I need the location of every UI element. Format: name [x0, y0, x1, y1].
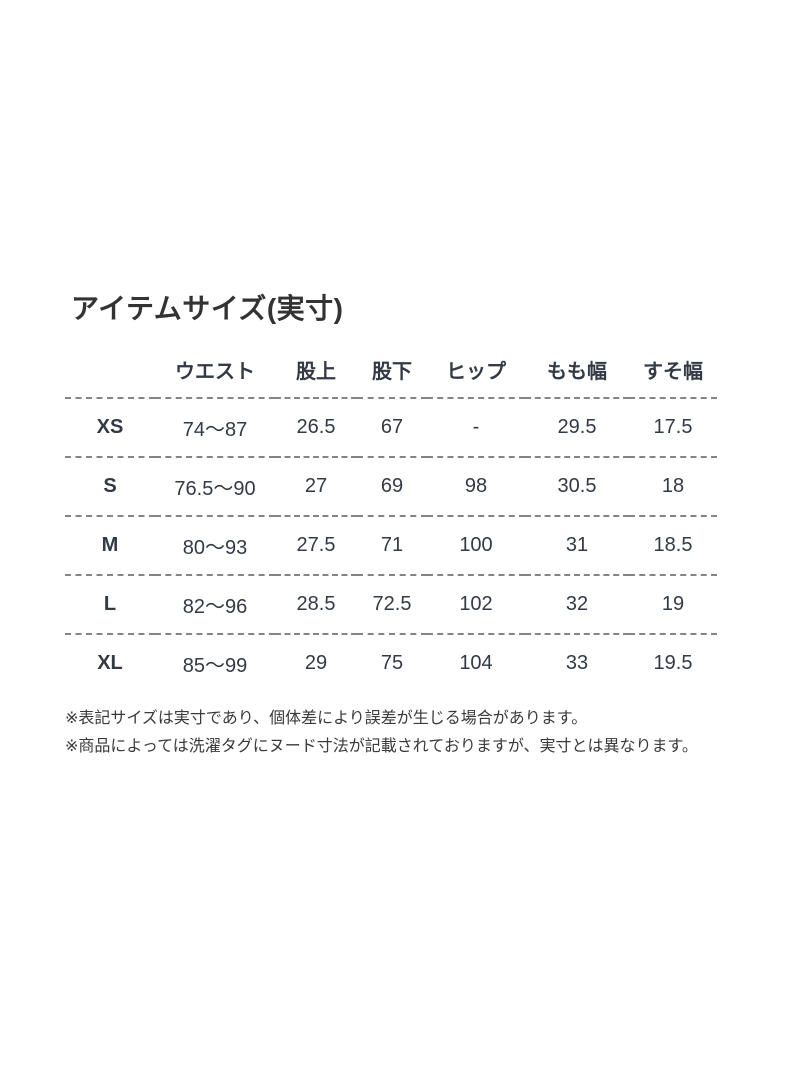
table-cell-rise: 27: [304, 475, 328, 497]
column-header-rise: 股上: [296, 361, 336, 383]
size-label: S: [103, 475, 117, 497]
footnote-1: ※表記サイズは実寸であり、個体差により誤差が生じる場合があります。: [65, 710, 588, 727]
table-row-xs: XS 74〜87 26.5 67 - 29.5 17.5: [65, 398, 717, 457]
table-cell-inseam: 67: [380, 416, 404, 438]
table-cell-inseam: 69: [380, 475, 404, 497]
item-size-table: ウエスト 股上 股下 ヒップ もも幅 すそ幅 XS 74〜87 26.5 67 …: [65, 348, 717, 692]
column-header-size: [65, 348, 155, 398]
table-cell-waist: 74〜87: [182, 419, 248, 441]
size-label: XS: [96, 416, 124, 438]
table-cell-waist: 80〜93: [182, 537, 248, 559]
table-cell-thigh-width: 32: [565, 593, 589, 615]
table-cell-waist: 82〜96: [182, 596, 248, 618]
column-header-thigh-width: もも幅: [547, 361, 607, 383]
page-title: アイテムサイズ(実寸): [71, 292, 344, 324]
table-cell-hem-width: 18: [661, 475, 685, 497]
table-cell-inseam: 71: [380, 534, 404, 556]
table-cell-hem-width: 18.5: [653, 534, 693, 556]
table-cell-thigh-width: 30.5: [557, 475, 597, 497]
table-cell-hip: 104: [459, 652, 493, 674]
table-cell-thigh-width: 29.5: [557, 416, 597, 438]
table-cell-rise: 29: [304, 652, 328, 674]
size-label: XL: [97, 652, 123, 674]
table-cell-hem-width: 17.5: [653, 416, 693, 438]
table-row-xl: XL 85〜99 29 75 104 33 19.5: [65, 634, 717, 692]
column-header-inseam: 股下: [372, 361, 412, 383]
column-header-hem-width: すそ幅: [643, 361, 703, 383]
size-label: M: [101, 534, 119, 556]
table-cell-rise: 26.5: [296, 416, 336, 438]
table-cell-rise: 28.5: [296, 593, 336, 615]
footnote-2: ※商品によっては洗濯タグにヌード寸法が記載されておりますが、実寸とは異なります。: [65, 738, 698, 755]
table-cell-waist: 76.5〜90: [174, 478, 256, 500]
table-cell-hem-width: 19.5: [653, 652, 693, 674]
table-cell-inseam: 72.5: [372, 593, 412, 615]
footnotes: ※表記サイズは実寸であり、個体差により誤差が生じる場合があります。 ※商品によっ…: [65, 705, 729, 761]
table-row-m: M 80〜93 27.5 71 100 31 18.5: [65, 516, 717, 575]
table-cell-hip: 98: [464, 475, 488, 497]
table-cell-hem-width: 19: [661, 593, 685, 615]
size-label: L: [103, 593, 117, 615]
table-row-l: L 82〜96 28.5 72.5 102 32 19: [65, 575, 717, 634]
table-cell-hip: 100: [459, 534, 493, 556]
table-cell-thigh-width: 31: [565, 534, 589, 556]
table-cell-hip: 102: [459, 593, 493, 615]
header-row: ウエスト 股上 股下 ヒップ もも幅 すそ幅: [65, 348, 717, 398]
table-cell-inseam: 75: [380, 652, 404, 674]
table-cell-waist: 85〜99: [182, 655, 248, 677]
table-row-s: S 76.5〜90 27 69 98 30.5 18: [65, 457, 717, 516]
table-cell-thigh-width: 33: [565, 652, 589, 674]
column-header-hip: ヒップ: [446, 361, 506, 383]
column-header-waist: ウエスト: [175, 361, 255, 383]
table-cell-rise: 27.5: [296, 534, 336, 556]
table-cell-hip: -: [472, 416, 480, 438]
